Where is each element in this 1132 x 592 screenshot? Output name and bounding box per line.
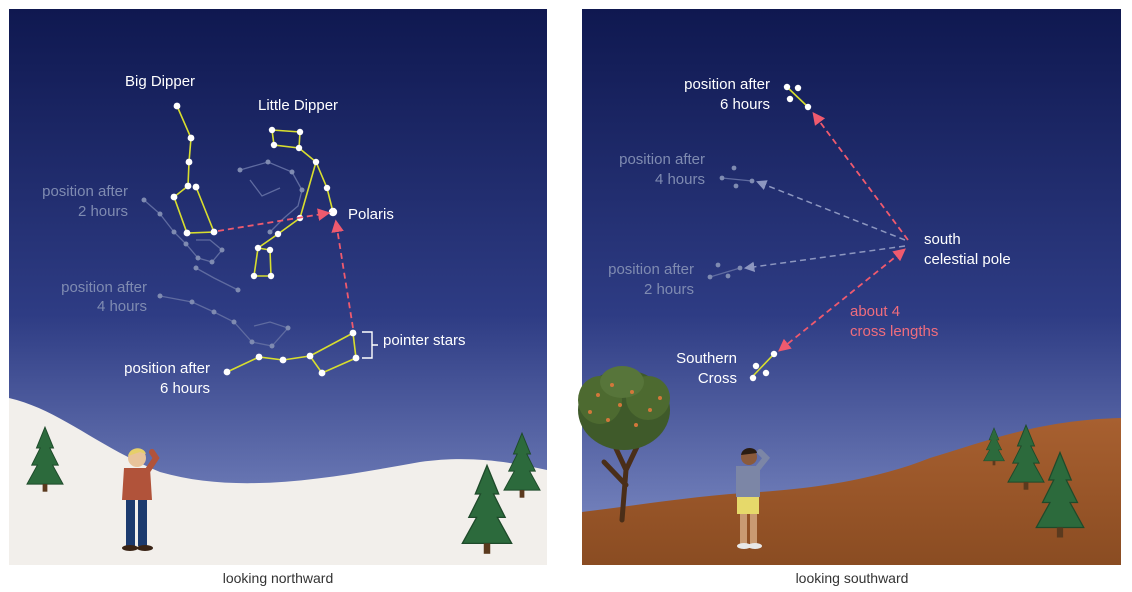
label-position-2h-line2: 2 hours bbox=[78, 203, 128, 220]
person-looking-south bbox=[736, 447, 771, 549]
label-position-4h-line1: position after bbox=[61, 279, 147, 296]
polaris-star bbox=[328, 207, 338, 217]
southern-cross bbox=[749, 350, 778, 382]
label-south-position-2h-line2: 2 hours bbox=[644, 281, 694, 298]
southern-cross-2h-position bbox=[707, 262, 743, 280]
north-panel: Big Dipper Little Dipper Polaris pointer… bbox=[9, 9, 547, 586]
little-dipper bbox=[250, 126, 334, 280]
label-position-6h-line1: position after bbox=[124, 360, 210, 377]
label-pointer-stars: pointer stars bbox=[383, 332, 466, 349]
label-about-4-line2: cross lengths bbox=[850, 323, 938, 340]
arrow-to-4h-position bbox=[756, 180, 906, 241]
person-looking-north bbox=[122, 448, 160, 551]
dirt-ground bbox=[582, 418, 1121, 565]
big-dipper-6h-position bbox=[223, 329, 360, 377]
label-big-dipper: Big Dipper bbox=[125, 73, 195, 90]
caption-south: looking southward bbox=[796, 570, 909, 586]
label-polaris: Polaris bbox=[348, 206, 394, 223]
pointer-stars-bracket bbox=[362, 331, 378, 359]
label-southern-cross-line2: Cross bbox=[698, 370, 737, 387]
label-south-position-4h-line1: position after bbox=[619, 151, 705, 168]
big-dipper bbox=[170, 102, 218, 237]
label-position-2h-line1: position after bbox=[42, 183, 128, 200]
label-about-4-line1: about 4 bbox=[850, 303, 900, 320]
label-little-dipper: Little Dipper bbox=[258, 97, 338, 114]
south-panel: position after 6 hours south celestial p… bbox=[578, 9, 1121, 586]
leafy-tree-icon bbox=[578, 366, 670, 523]
faint-stars bbox=[141, 159, 305, 349]
pointer-arrow-big-dipper bbox=[217, 208, 331, 232]
label-position-6h-line2: 6 hours bbox=[160, 380, 210, 397]
label-south-position-6h-line1: position after bbox=[684, 76, 770, 93]
label-south-position-4h-line2: 4 hours bbox=[655, 171, 705, 188]
arrow-cross-to-pole bbox=[778, 248, 906, 352]
label-south-position-6h-line2: 6 hours bbox=[720, 96, 770, 113]
southern-cross-4h-position bbox=[719, 165, 755, 189]
label-south-pole-line2: celestial pole bbox=[924, 251, 1011, 268]
label-position-4h-line2: 4 hours bbox=[97, 298, 147, 315]
label-south-position-2h-line1: position after bbox=[608, 261, 694, 278]
arrow-to-6h-position bbox=[812, 111, 909, 241]
caption-north: looking northward bbox=[223, 570, 334, 586]
pointer-arrow-6h bbox=[331, 219, 354, 329]
label-southern-cross-line1: Southern bbox=[676, 350, 737, 367]
southern-cross-6h-position bbox=[783, 83, 812, 111]
label-south-pole-line1: south bbox=[924, 231, 961, 248]
